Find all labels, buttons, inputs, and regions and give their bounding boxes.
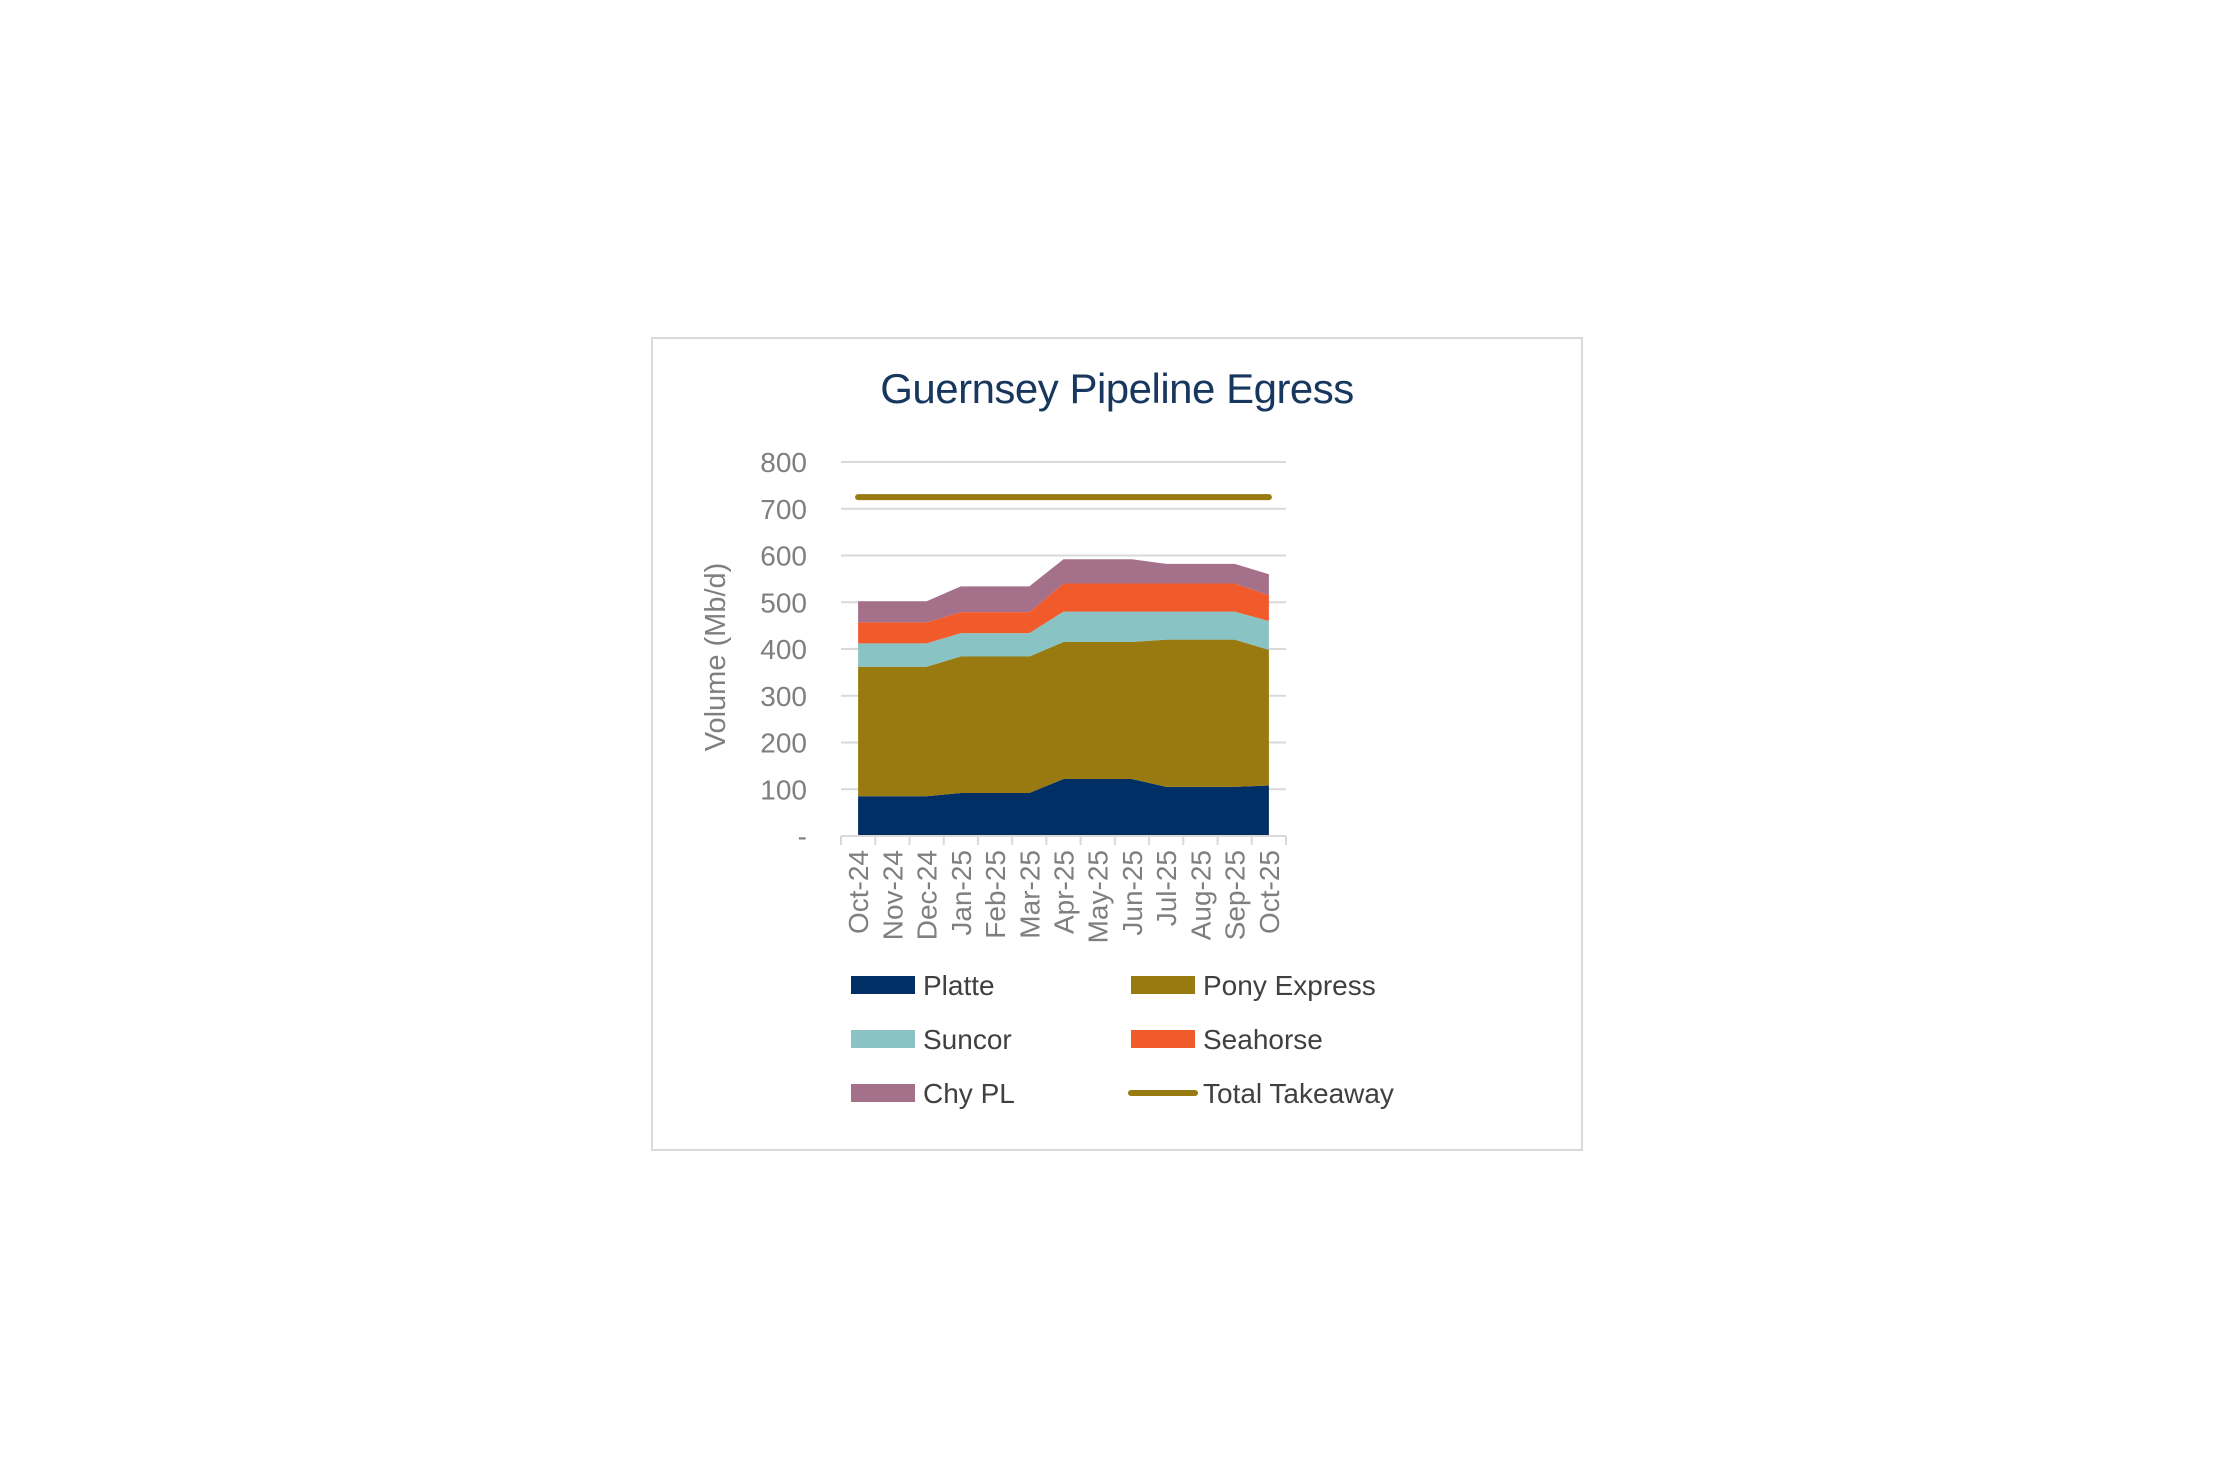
series-area-chy-pl [858,559,1269,623]
x-tick-label: Jun-25 [1117,850,1148,936]
legend-swatch [851,976,915,994]
y-tick-label: 500 [760,587,807,618]
x-tick-label: Mar-25 [1014,850,1045,939]
x-tick-label: Apr-25 [1049,850,1080,934]
legend-item-pony-express: Pony Express [1131,970,1376,1001]
legend-item-total-takeaway: Total Takeaway [1128,1078,1394,1109]
x-tick-label: Oct-24 [843,850,874,934]
legend-label: Platte [923,970,995,1001]
x-tick-label: May-25 [1083,850,1114,943]
series-area-suncor [858,611,1269,667]
legend-item-chy-pl: Chy PL [851,1078,1015,1109]
chart-frame: Guernsey Pipeline Egress Oct-24 Nov-24 Dec… [651,337,1583,1151]
legend-label: Suncor [923,1024,1012,1055]
x-axis: Oct-24 Nov-24 Dec-24 Jan-25 Feb-25 Mar-25 Apr-… [840,835,1287,943]
legend-label: Total Takeaway [1203,1078,1394,1109]
legend-item-seahorse: Seahorse [1131,1024,1323,1055]
x-tick-label: Oct-25 [1254,850,1285,934]
x-tick-label: Feb-25 [980,850,1011,939]
series-area-platte [858,779,1269,836]
y-tick-label: 300 [760,681,807,712]
legend-item-platte: Platte [851,970,995,1001]
y-tick-label: 800 [760,447,807,478]
chart-canvas: Oct-24 Nov-24 Dec-24 Jan-25 Feb-25 Mar-25 Apr-… [700,447,1394,1109]
y-tick-label: 600 [760,541,807,572]
x-tick-label: Aug-25 [1185,850,1216,940]
chart-title: Guernsey Pipeline Egress [880,365,1354,412]
y-tick-label: 400 [760,634,807,665]
x-tick-label: Nov-24 [877,850,908,940]
legend-swatch [1131,1030,1195,1048]
series-area-pony-express [858,639,1269,797]
legend: Platte Pony Express Suncor Seahorse Chy PL To… [851,970,1394,1109]
legend-label: Pony Express [1203,970,1376,1001]
y-tick-label: 100 [760,774,807,805]
legend-label: Chy PL [923,1078,1015,1109]
legend-swatch [851,1030,915,1048]
legend-swatch [1131,976,1195,994]
legend-swatch [851,1084,915,1102]
y-tick-label: 200 [760,728,807,759]
stacked-areas [858,559,1269,836]
y-axis-title: Volume (Mb/d) [700,563,732,752]
x-tick-label: Sep-25 [1220,850,1251,940]
legend-item-suncor: Suncor [851,1024,1012,1055]
x-tick-label: Jan-25 [946,850,977,936]
legend-label: Seahorse [1203,1024,1323,1055]
y-tick-label: 700 [760,494,807,525]
y-axis: - 100 200 300 400 500 600 700 800 Volume (Mb/d) [700,447,807,852]
series-area-seahorse [858,583,1269,644]
x-tick-label: Jul-25 [1151,850,1182,926]
x-tick-label: Dec-24 [912,850,943,940]
y-tick-label: - [798,821,807,852]
